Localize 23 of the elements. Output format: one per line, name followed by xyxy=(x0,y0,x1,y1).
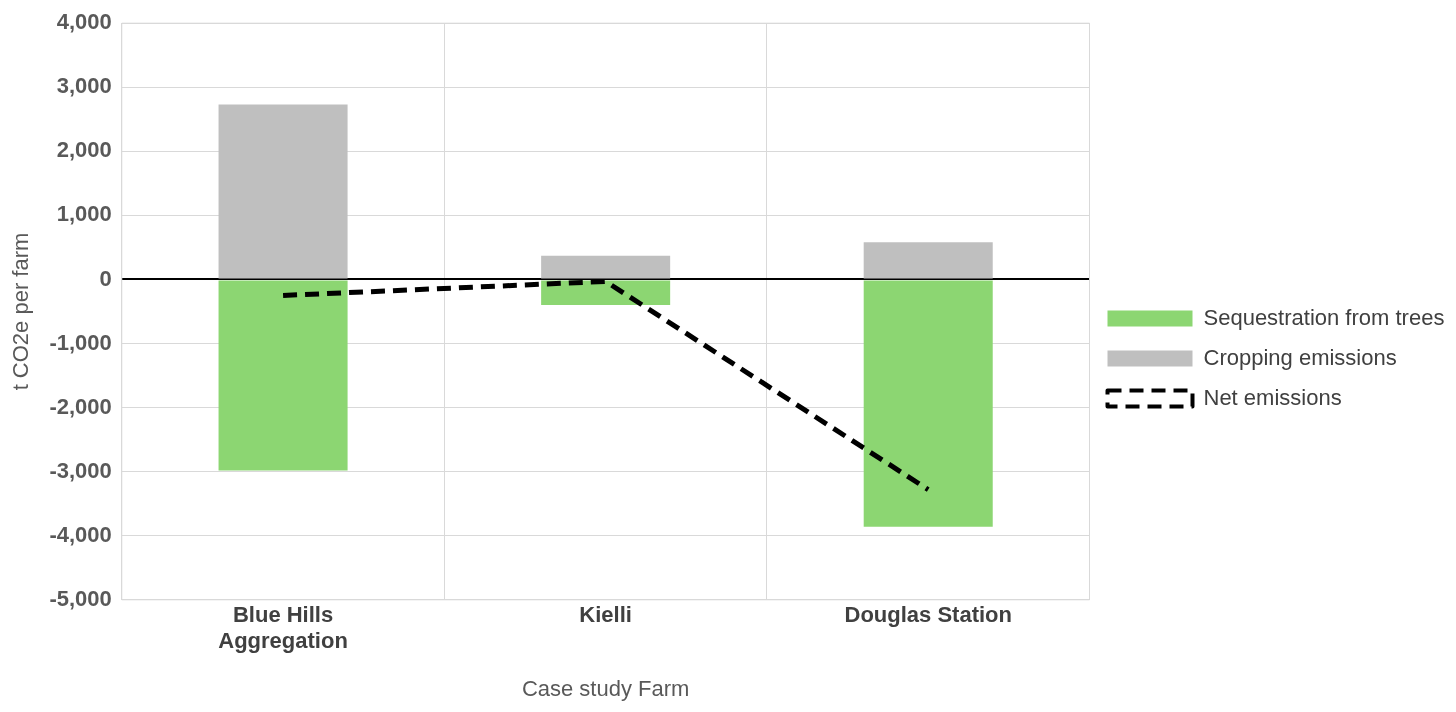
x-tick-label: Kielli xyxy=(579,602,632,628)
x-axis-title: Case study Farm xyxy=(521,675,690,701)
y-tick-label: 1,000 xyxy=(56,201,112,227)
legend-label: Cropping emissions xyxy=(1203,344,1397,370)
y-tick-label: 3,000 xyxy=(56,73,112,99)
bar xyxy=(863,280,993,527)
y-tick-label: -2,000 xyxy=(49,393,112,419)
bar xyxy=(541,255,671,279)
y-tick-label: -4,000 xyxy=(49,521,112,547)
legend-label: Net emissions xyxy=(1203,384,1342,410)
x-tick-label: Douglas Station xyxy=(844,602,1012,628)
y-tick-label: 4,000 xyxy=(56,9,112,35)
legend-label: Sequestration from trees xyxy=(1203,304,1445,330)
x-tick-label: Blue Hills Aggregation xyxy=(218,602,348,654)
y-tick-label: 0 xyxy=(99,265,112,291)
bar xyxy=(218,104,348,279)
bar xyxy=(863,242,993,279)
y-axis-title: t CO2e per farm xyxy=(8,232,34,391)
y-tick-label: -1,000 xyxy=(49,329,112,355)
y-tick-label: -3,000 xyxy=(49,457,112,483)
y-tick-label: -5,000 xyxy=(49,585,112,611)
bar xyxy=(218,280,348,471)
y-tick-label: 2,000 xyxy=(56,137,112,163)
